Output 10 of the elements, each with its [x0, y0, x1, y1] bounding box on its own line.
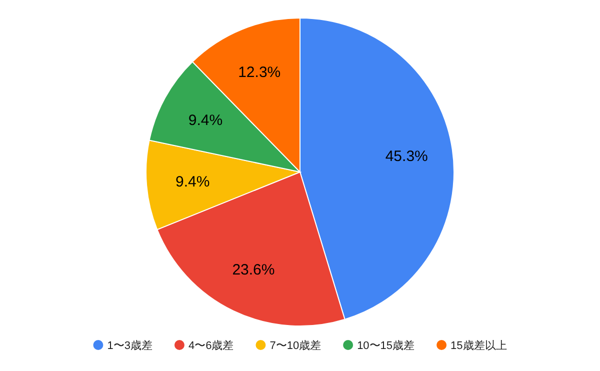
- data-label: 45.3%: [385, 148, 428, 166]
- data-label: 12.3%: [238, 64, 281, 82]
- legend-label: 15歳差以上: [450, 339, 507, 352]
- legend-label: 4〜6歳差: [188, 339, 234, 352]
- data-label: 9.4%: [188, 112, 223, 130]
- legend-label: 7〜10歳差: [270, 339, 322, 352]
- legend-label: 1〜3歳差: [107, 339, 152, 352]
- data-label: 23.6%: [232, 261, 275, 278]
- data-label: 9.4%: [176, 173, 210, 190]
- legend-label: 10〜15歳差: [357, 339, 415, 352]
